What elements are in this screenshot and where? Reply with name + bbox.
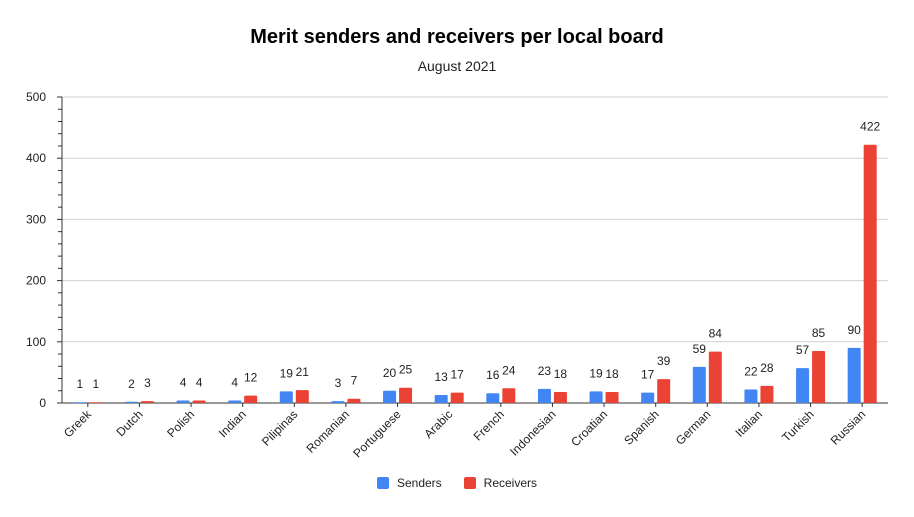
x-tick-label: Croatian — [568, 407, 610, 449]
y-tick-label: 400 — [26, 151, 46, 165]
bar-receivers — [450, 392, 464, 403]
data-label: 24 — [502, 363, 516, 377]
data-label: 12 — [244, 371, 258, 385]
legend-swatch-receivers — [463, 477, 476, 489]
data-label: 13 — [435, 370, 449, 384]
x-tick-label: German — [673, 407, 714, 448]
bar-receivers — [708, 351, 722, 403]
x-tick-label: Turkish — [779, 407, 816, 444]
data-label: 16 — [486, 368, 500, 382]
x-tick-label: Greek — [61, 407, 95, 441]
x-tick-label: Pilipinas — [259, 407, 301, 449]
data-label: 19 — [280, 366, 294, 380]
bar-senders — [796, 368, 810, 403]
x-tick-label: Polish — [164, 407, 197, 440]
data-label: 20 — [383, 366, 397, 380]
bar-senders — [73, 402, 87, 403]
bar-senders — [847, 347, 861, 403]
bar-senders — [279, 391, 293, 403]
data-label: 17 — [451, 368, 465, 382]
data-label: 19 — [589, 366, 603, 380]
chart-title: Merit senders and receivers per local bo… — [250, 26, 664, 48]
data-label: 4 — [231, 376, 238, 390]
data-label: 1 — [76, 377, 83, 391]
data-label: 422 — [860, 120, 880, 134]
bar-senders — [692, 366, 706, 403]
bar-senders — [589, 391, 603, 403]
data-label: 4 — [180, 376, 187, 390]
x-tick-label: Russian — [828, 407, 869, 448]
data-label: 21 — [296, 365, 310, 379]
data-label: 84 — [709, 327, 723, 341]
data-label: 22 — [744, 365, 758, 379]
data-label: 28 — [760, 361, 774, 375]
legend-item-receivers[interactable]: Receivers — [463, 476, 538, 490]
data-label: 57 — [796, 343, 810, 357]
chart-subtitle: August 2021 — [417, 58, 497, 74]
bar-receivers — [399, 387, 413, 403]
data-label: 59 — [693, 342, 707, 356]
legend: Senders Receivers — [0, 476, 914, 490]
bar-senders — [434, 395, 448, 403]
bar-senders — [383, 390, 397, 403]
bar-senders — [641, 392, 655, 403]
bar-receivers — [295, 390, 309, 403]
data-label: 18 — [605, 367, 619, 381]
data-label: 18 — [554, 367, 568, 381]
data-label: 23 — [538, 364, 552, 378]
x-tick-label: Dutch — [113, 407, 145, 439]
data-label: 90 — [848, 323, 862, 337]
legend-item-senders[interactable]: Senders — [376, 476, 442, 490]
x-tick-label: Spanish — [621, 407, 662, 448]
x-tick-label: Arabic — [421, 407, 455, 441]
bar-receivers — [657, 379, 671, 403]
bar-senders — [124, 401, 138, 403]
y-tick-label: 0 — [39, 396, 46, 410]
y-tick-label: 500 — [26, 90, 46, 104]
bar-receivers — [502, 388, 516, 403]
bar-receivers — [812, 350, 826, 403]
x-tick-label: Italian — [733, 407, 766, 440]
data-label: 3 — [144, 376, 151, 390]
bar-receivers — [244, 395, 258, 403]
bar-receivers — [140, 401, 154, 403]
bar-receivers — [553, 391, 567, 403]
y-tick-label: 300 — [26, 212, 46, 226]
bar-receivers — [760, 385, 774, 403]
data-label: 25 — [399, 363, 413, 377]
bar-receivers — [347, 398, 361, 403]
bar-receivers — [605, 391, 619, 403]
bar-senders — [537, 388, 551, 403]
bar-receivers — [863, 144, 877, 403]
x-tick-label: Romanian — [303, 407, 352, 456]
bar-senders — [176, 400, 190, 403]
y-tick-label: 100 — [26, 335, 46, 349]
legend-label-senders: Senders — [396, 476, 442, 490]
data-label: 2 — [128, 377, 135, 391]
y-tick-label: 200 — [26, 274, 46, 288]
legend-label-receivers: Receivers — [483, 476, 538, 490]
x-tick-label: Indian — [216, 407, 249, 440]
data-label: 17 — [641, 368, 655, 382]
data-label: 4 — [196, 376, 203, 390]
x-tick-label: French — [471, 407, 507, 443]
bar-receivers — [89, 402, 103, 403]
data-label: 7 — [351, 374, 358, 388]
bar-receivers — [192, 400, 206, 403]
data-label: 1 — [92, 377, 99, 391]
bar-senders — [744, 389, 758, 403]
bar-senders — [331, 401, 345, 403]
legend-swatch-senders — [376, 477, 389, 489]
x-tick-label: Portuguese — [350, 407, 404, 461]
data-label: 3 — [335, 376, 342, 390]
bar-senders — [486, 393, 500, 403]
data-label: 85 — [812, 326, 826, 340]
bar-senders — [228, 400, 242, 403]
x-tick-label: Indonesian — [507, 407, 558, 458]
data-label: 39 — [657, 354, 671, 368]
